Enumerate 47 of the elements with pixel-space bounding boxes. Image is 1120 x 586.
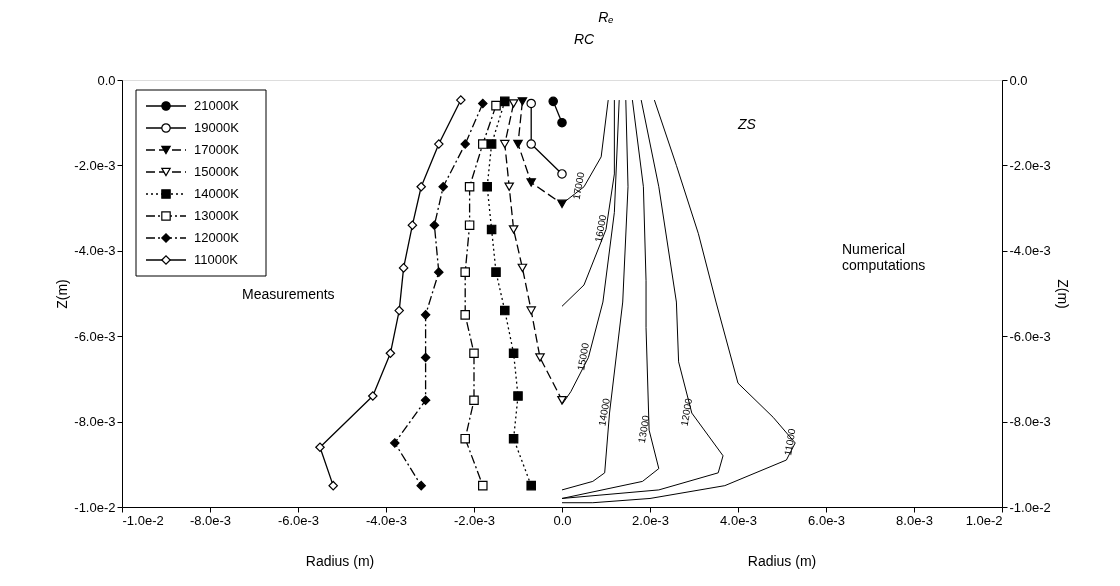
text: 12000 (678, 397, 695, 427)
y2-tick-label: -4.0e-3 (1009, 243, 1051, 259)
y2-tick-label: -6.0e-3 (1009, 328, 1051, 344)
text: 16000 (592, 213, 609, 244)
x-tick-label: 4.0e-3 (720, 512, 757, 528)
x-tick-label: 8.0e-3 (896, 512, 933, 528)
x-tick-label: 1.0e-2 (965, 512, 1003, 528)
legend-label: 12000K (194, 230, 240, 245)
text: 14000 (596, 397, 613, 427)
y2-tick-label: -2.0e-3 (1009, 157, 1051, 173)
y-tick-label: -1.0e-2 (74, 499, 116, 515)
annotation: Measurements (242, 286, 335, 302)
y2-tick-label: -1.0e-2 (1009, 499, 1051, 515)
x-tick-label: -4.0e-3 (365, 512, 408, 528)
x-tick-label: -6.0e-3 (277, 512, 320, 528)
annotation: ZS (737, 116, 757, 132)
x-tick-label: 0.0 (553, 512, 572, 528)
x-axis-title: Radius (m) (305, 553, 375, 569)
legend-label: 13000K (194, 208, 240, 223)
y2-axis-title: Z(m) (1054, 279, 1071, 309)
text: Rₑ (598, 9, 614, 25)
annotation: Numerical computations (842, 241, 926, 273)
x-tick-label: -1.0e-2 (122, 512, 164, 528)
text: 17000 (570, 170, 587, 201)
legend-label: 11000K (194, 252, 239, 267)
y-tick-label: -8.0e-3 (74, 414, 116, 430)
y2-tick-label: 0.0 (1009, 72, 1028, 88)
y-tick-label: -2.0e-3 (74, 157, 116, 173)
text: RC (573, 31, 595, 47)
text: 11000 (782, 427, 798, 457)
text: 13000 (635, 414, 652, 444)
y-tick-label: -4.0e-3 (74, 243, 116, 259)
legend-label: 14000K (194, 186, 240, 201)
legend-label: 17000K (194, 142, 240, 157)
x-tick-label: 2.0e-3 (632, 512, 669, 528)
x-tick-label: 6.0e-3 (808, 512, 845, 528)
y-axis-title: Z(m) (54, 279, 71, 309)
legend-label: 19000K (194, 120, 240, 135)
x-tick-label: -8.0e-3 (189, 512, 232, 528)
y2-tick-label: -8.0e-3 (1009, 414, 1051, 430)
y-tick-label: -6.0e-3 (74, 328, 116, 344)
text: Radius (m) (747, 553, 817, 569)
text: 15000 (575, 341, 591, 372)
y-tick-label: 0.0 (97, 72, 116, 88)
legend-label: 21000K (194, 98, 240, 113)
x-tick-label: -2.0e-3 (453, 512, 496, 528)
legend-label: 15000K (194, 164, 240, 179)
